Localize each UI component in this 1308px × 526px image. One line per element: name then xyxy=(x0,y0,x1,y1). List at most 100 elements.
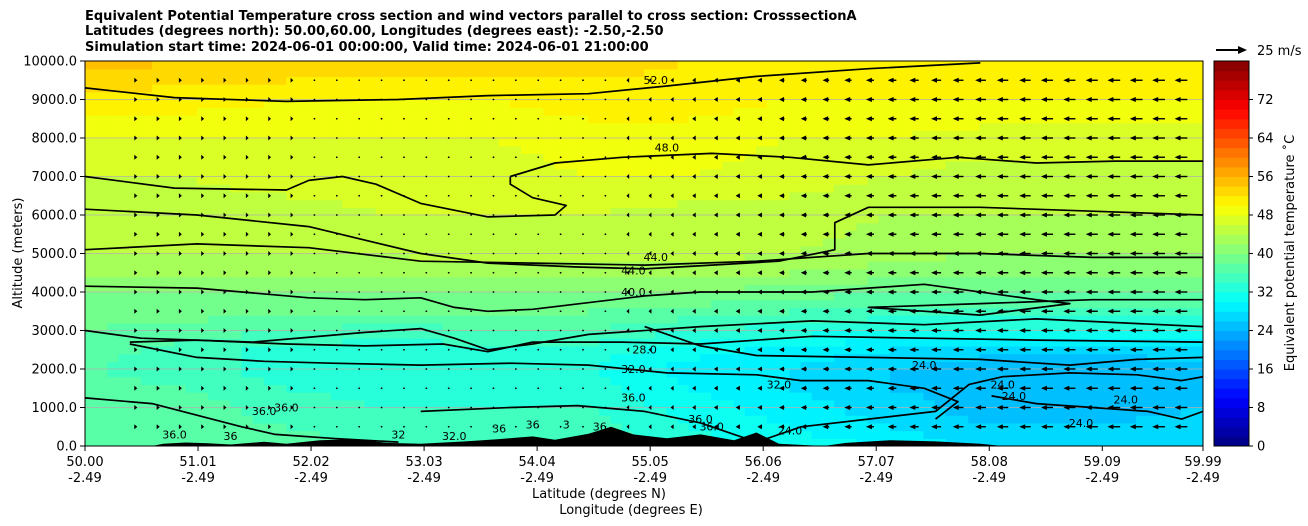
field-cell xyxy=(632,184,645,193)
field-cell xyxy=(275,422,287,432)
field-cell xyxy=(588,153,600,162)
field-cell xyxy=(610,184,623,193)
field-cell xyxy=(968,369,980,378)
field-cell xyxy=(1124,276,1137,285)
field-cell xyxy=(744,322,757,332)
field-cell xyxy=(174,330,187,339)
field-cell xyxy=(1124,299,1137,308)
field-cell xyxy=(498,407,511,416)
field-cell xyxy=(789,376,802,385)
field-cell xyxy=(342,168,354,178)
field-cell xyxy=(140,438,153,446)
field-cell xyxy=(1158,284,1171,293)
field-cell xyxy=(1113,238,1126,247)
field-cell xyxy=(1012,245,1025,255)
field-cell xyxy=(811,430,824,439)
field-cell xyxy=(196,253,209,262)
field-cell xyxy=(811,330,824,339)
field-cell xyxy=(330,299,343,308)
field-cell xyxy=(521,407,533,416)
field-cell xyxy=(688,161,701,170)
field-cell xyxy=(800,430,813,439)
field-cell xyxy=(699,84,712,93)
field-cell xyxy=(263,91,276,101)
field-cell xyxy=(1158,245,1171,255)
field-cell xyxy=(230,245,243,255)
field-cell xyxy=(789,176,802,185)
field-cell xyxy=(889,84,902,93)
field-cell xyxy=(834,384,846,393)
field-cell xyxy=(554,122,567,131)
field-cell xyxy=(1046,322,1059,332)
field-cell xyxy=(1046,238,1059,247)
field-cell xyxy=(398,238,410,247)
field-cell xyxy=(275,276,287,285)
field-cell xyxy=(275,176,287,185)
field-cell xyxy=(811,238,824,247)
field-cell xyxy=(465,215,477,224)
field-cell xyxy=(96,176,108,185)
field-cell xyxy=(1158,122,1171,131)
field-cell xyxy=(576,369,589,378)
field-cell xyxy=(375,130,388,139)
field-cell xyxy=(957,315,969,324)
field-cell xyxy=(655,384,667,393)
field-cell xyxy=(1024,122,1036,131)
field-cell xyxy=(107,222,120,231)
field-cell xyxy=(375,415,388,424)
field-cell xyxy=(889,122,902,131)
field-cell xyxy=(543,238,556,247)
field-cell xyxy=(476,114,489,124)
field-cell xyxy=(588,122,600,131)
field-cell xyxy=(789,107,802,116)
field-cell xyxy=(666,145,679,154)
field-cell xyxy=(1135,130,1148,139)
field-cell xyxy=(1158,184,1171,193)
field-cell xyxy=(1001,338,1014,347)
field-cell xyxy=(543,168,556,178)
field-cell xyxy=(621,392,634,401)
field-cell xyxy=(800,145,813,154)
field-cell xyxy=(442,138,455,147)
field-cell xyxy=(644,168,656,178)
field-cell xyxy=(711,253,723,262)
field-cell xyxy=(878,176,891,185)
field-cell xyxy=(1001,361,1014,370)
field-cell xyxy=(207,345,220,355)
field-cell xyxy=(766,122,779,131)
field-cell xyxy=(308,161,321,170)
field-cell xyxy=(655,76,667,85)
field-cell xyxy=(1180,184,1193,193)
field-cell xyxy=(957,399,969,409)
field-cell xyxy=(565,68,578,77)
field-cell xyxy=(822,276,835,285)
field-cell xyxy=(386,99,399,108)
field-cell xyxy=(711,138,723,147)
field-cell xyxy=(152,292,164,301)
field-cell xyxy=(1091,99,1103,108)
field-cell xyxy=(789,338,802,347)
field-cell xyxy=(588,284,600,293)
field-cell xyxy=(297,107,310,116)
field-cell xyxy=(364,91,377,101)
field-cell xyxy=(308,238,321,247)
field-cell xyxy=(655,345,667,355)
field-cell xyxy=(219,415,231,424)
field-cell xyxy=(319,261,332,270)
field-cell xyxy=(263,415,276,424)
field-cell xyxy=(811,76,824,85)
field-cell xyxy=(845,361,858,370)
field-cell xyxy=(241,161,254,170)
field-cell xyxy=(498,299,511,308)
field-cell xyxy=(107,276,120,285)
field-cell xyxy=(565,222,578,231)
field-cell xyxy=(565,392,578,401)
field-cell xyxy=(1057,330,1070,339)
field-cell xyxy=(1080,422,1092,432)
field-cell xyxy=(1080,99,1092,108)
field-cell xyxy=(811,338,824,347)
field-cell xyxy=(957,438,969,446)
field-cell xyxy=(353,292,366,301)
field-cell xyxy=(923,122,936,131)
field-cell xyxy=(465,176,477,185)
